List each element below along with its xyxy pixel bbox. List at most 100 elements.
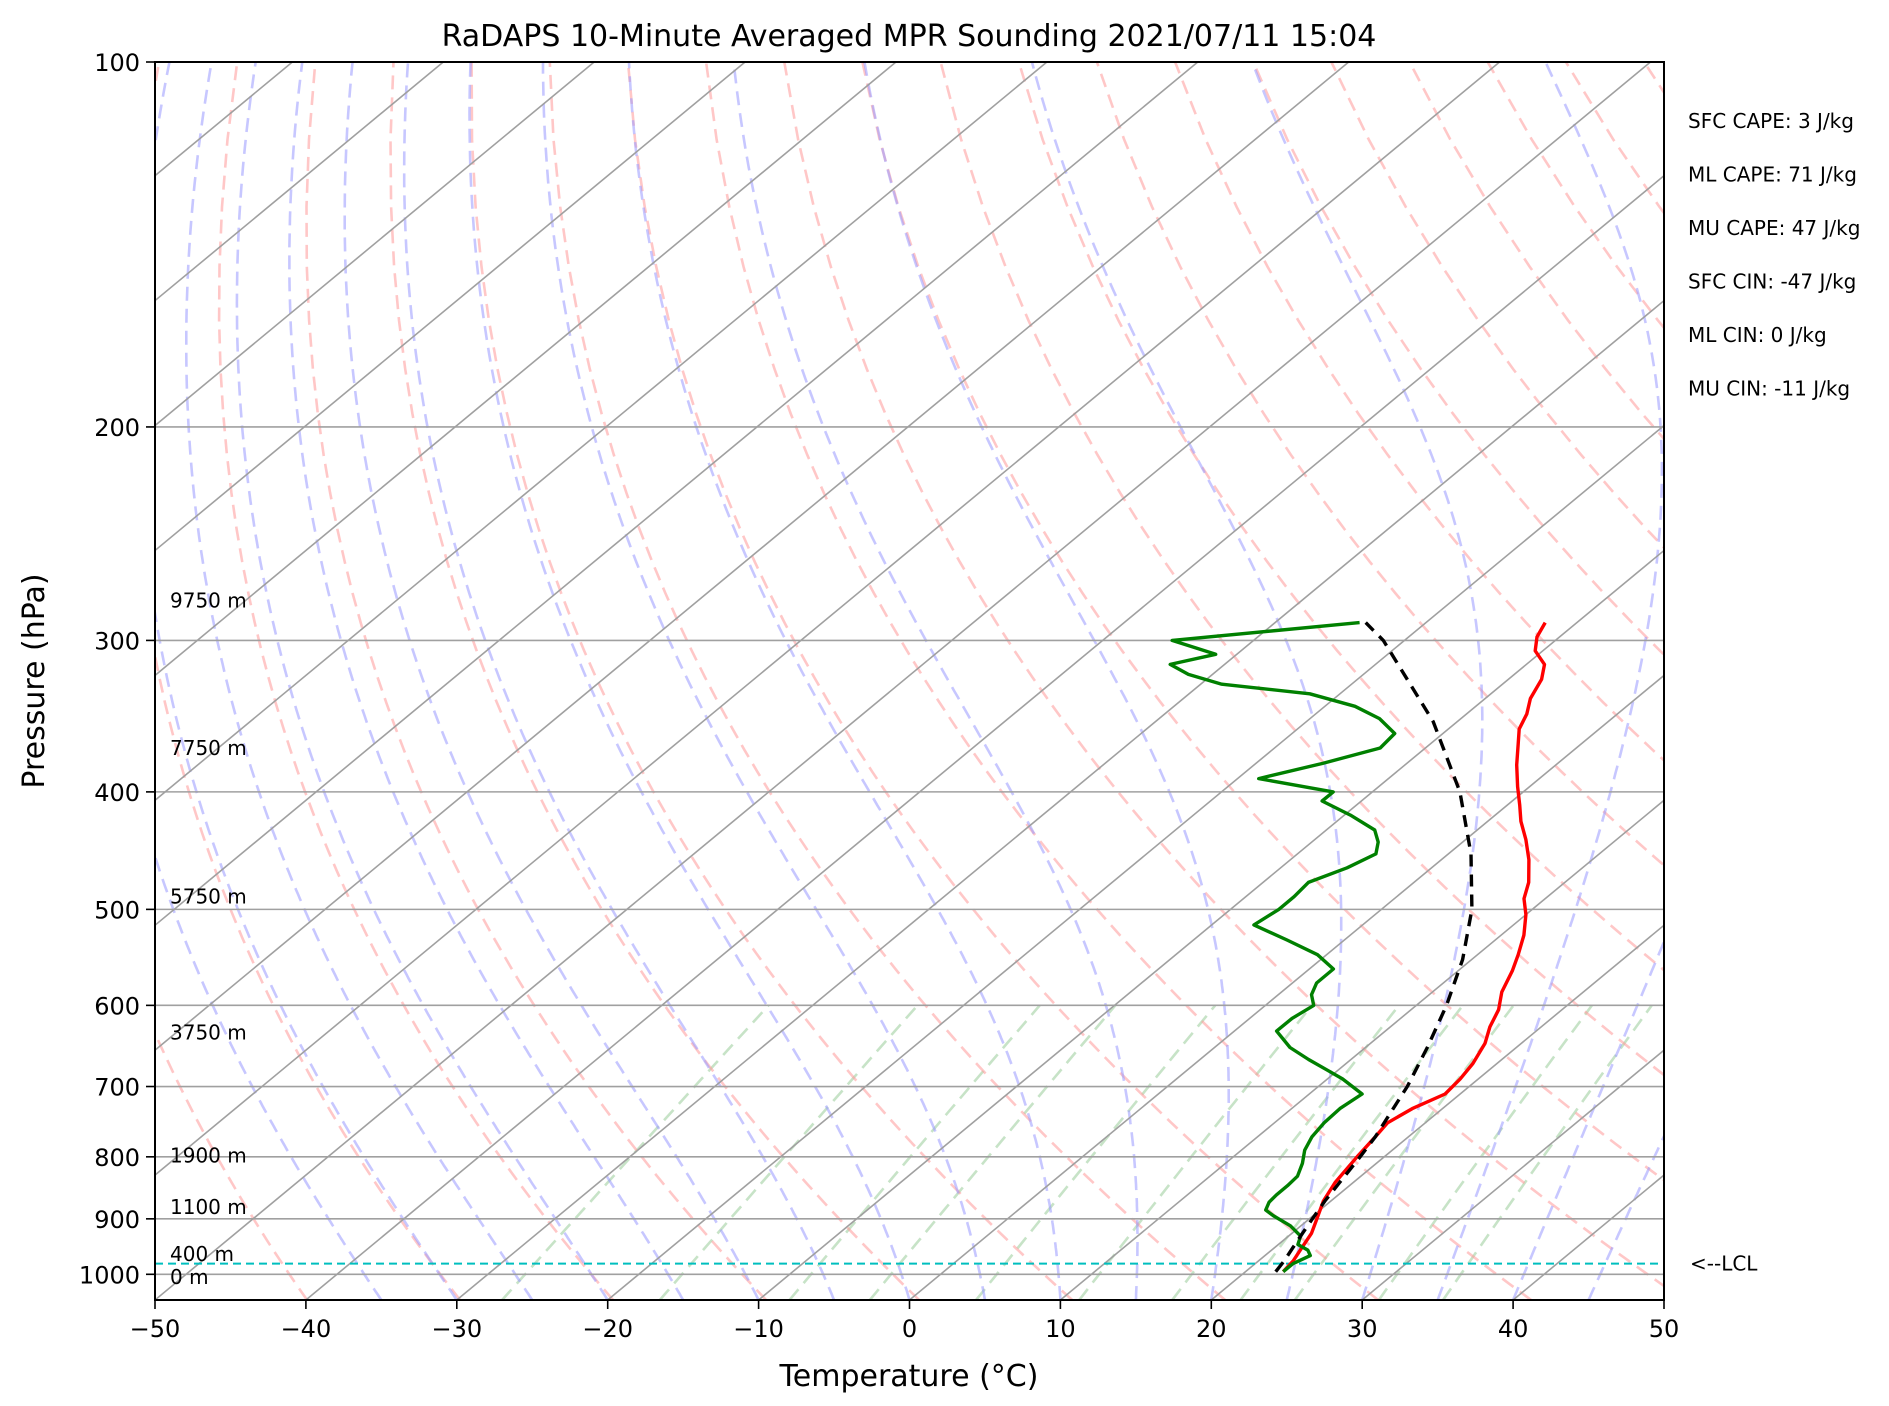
moist-adiabat [732,62,1139,1300]
isotherm-line [155,62,595,427]
dry-adiabat [783,62,1664,1288]
mixing-ratio-line [1377,1004,1593,1300]
mixing-ratio-line [1442,1004,1653,1300]
dry-adiabat [470,62,1074,1300]
moist-adiabat [541,62,987,1300]
isotherm-line [305,174,1664,1300]
isotherm-line [155,62,1199,927]
height-label: 9750 m [170,588,247,612]
x-tick-label: −10 [733,1315,784,1343]
height-label: 0 m [170,1265,209,1289]
isotherm-line [155,62,746,552]
isotherm-line [155,62,444,302]
dry-adiabats [155,62,1664,1300]
y-tick-label: 200 [94,414,140,442]
moist-adiabat [1511,938,1664,1300]
moist-adiabat [627,62,1062,1300]
height-labels: 9750 m 7750 m 5750 m 3750 m 1900 m 1100 m 400 … [170,588,247,1289]
stat-label: ML CIN: 0 J/kg [1688,323,1827,347]
dry-adiabat [217,62,615,1300]
isotherm-line [908,674,1664,1300]
y-tick-label: 300 [94,627,140,655]
x-tick-label: −50 [130,1315,181,1343]
isotherm-line [155,62,1501,1177]
height-label: 5750 m [170,885,247,909]
isotherm-lines [155,62,1664,1300]
plot-area [155,62,1664,1300]
mixing-ratio-line [1078,1004,1313,1300]
isotherm-line [1361,1049,1664,1300]
y-tick-label: 500 [94,896,140,924]
moist-adiabat [1587,1133,1664,1300]
height-label: 400 m [170,1242,234,1266]
isotherm-line [758,549,1664,1300]
dry-adiabat [861,62,1664,1182]
x-axis-label: Temperature (°C) [779,1359,1039,1394]
isotherm-line [155,62,1350,1052]
mixing-ratio-line [501,1004,770,1300]
isobar-lines [155,62,1664,1276]
chart-title: RaDAPS 10-Minute Averaged MPR Sounding 2… [442,19,1377,54]
lcl-label: <--LCL [1690,1252,1758,1276]
dry-adiabat [1017,62,1664,972]
moist-adiabat [185,62,534,1300]
y-tick-label: 800 [94,1144,140,1172]
isotherm-line [456,299,1664,1300]
x-axis-ticks: −50 −40 −30 −20 −10 0 10 20 30 40 50 [130,1300,1680,1343]
y-axis-ticks: 100 200 300 400 500 600 700 800 900 1000 [79,49,155,1289]
isotherm-line [1059,799,1664,1300]
stat-label: ML CAPE: 71 J/kg [1688,163,1857,187]
mixing-ratio-line [658,1004,919,1300]
mixing-ratio-line [868,1004,1117,1300]
moist-adiabat [155,852,383,1300]
dewpoint-line [1168,620,1397,1274]
moist-adiabat [288,62,685,1300]
x-tick-label: 10 [1045,1315,1076,1343]
dry-adiabat [548,62,1227,1300]
y-tick-label: 400 [94,779,140,807]
moist-adiabat [1030,62,1343,1300]
x-tick-label: 0 [902,1315,917,1343]
dry-adiabat [155,62,462,1300]
moist-adiabat [1436,62,1664,1300]
height-label: 1900 m [170,1144,247,1168]
y-axis-label: Pressure (hPa) [17,573,52,788]
x-tick-label: −20 [582,1315,633,1343]
moist-adiabat [863,62,1230,1300]
mixing-ratio-line [1171,1004,1400,1300]
mixing-ratio-line [975,1004,1217,1300]
dry-adiabat [704,62,1532,1300]
sounding-series [1168,620,1547,1274]
dry-adiabat [305,62,768,1300]
mixing-ratio-line [1293,1004,1515,1300]
x-tick-label: 40 [1498,1315,1529,1343]
x-tick-label: −40 [281,1315,332,1343]
stat-label: SFC CIN: -47 J/kg [1688,270,1856,294]
isotherm-line [155,62,897,677]
parcel-line [1274,621,1474,1273]
stability-stats: SFC CAPE: 3 J/kg ML CAPE: 71 J/kg MU CAPE:… [1688,109,1860,401]
temperature-line [1281,621,1547,1273]
x-tick-label: 50 [1649,1315,1680,1343]
y-tick-label: 700 [94,1074,140,1102]
moist-adiabat [235,62,609,1300]
mixing-ratio-lines [501,1004,1653,1300]
height-label: 1100 m [170,1195,247,1219]
dry-adiabat [389,62,921,1300]
x-tick-label: −30 [431,1315,482,1343]
stat-label: SFC CAPE: 3 J/kg [1688,109,1854,133]
x-tick-label: 20 [1196,1315,1227,1343]
isotherm-line [607,424,1664,1300]
moist-adiabat [402,62,836,1300]
y-tick-label: 100 [94,49,140,77]
isotherm-line [155,62,1651,1300]
height-label: 7750 m [170,736,247,760]
y-tick-label: 900 [94,1206,140,1234]
isotherm-line [155,62,1048,802]
isotherm-line [1210,924,1664,1300]
y-tick-label: 1000 [79,1261,140,1289]
dry-adiabat [1095,62,1664,868]
height-label: 3750 m [170,1021,247,1045]
